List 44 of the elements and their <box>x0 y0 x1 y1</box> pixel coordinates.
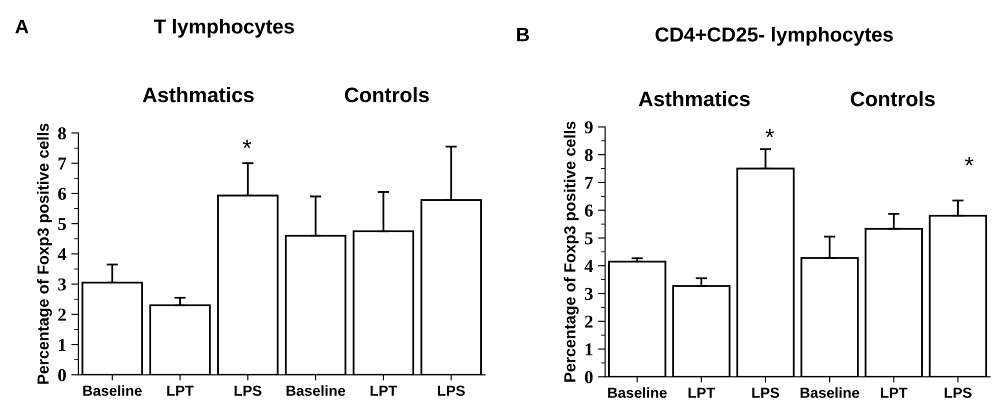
x-tick-label: Baseline <box>286 385 346 396</box>
x-tick-label: LPS <box>944 388 972 398</box>
text: B <box>517 28 529 42</box>
chart-title: T lymphocytes <box>154 18 294 38</box>
y-tick-label: 8 <box>584 148 593 162</box>
y-tick-label: 5 <box>585 232 593 244</box>
x-tick-label: LPT <box>370 386 398 396</box>
y-tick-label: 8 <box>58 127 66 140</box>
x-tick-label: LPS <box>438 386 465 396</box>
y-tick-label: 1 <box>58 338 66 351</box>
text: Controls <box>344 87 429 102</box>
text: A <box>15 20 28 34</box>
y-tick-label: 6 <box>58 188 66 200</box>
x-tick-label: Baseline <box>83 385 142 396</box>
y-tick-label: 0 <box>58 369 66 382</box>
x-tick-label: Baseline <box>608 387 667 398</box>
x-tick-label: Baseline <box>800 387 860 398</box>
x-tick-label: LPS <box>234 386 262 396</box>
x-tick-label: LPT <box>880 388 908 398</box>
y-tick-label: 3 <box>584 288 593 300</box>
chart-title: CD4+CD25- lymphocytes <box>656 26 893 46</box>
text: Asthmatics <box>142 87 254 102</box>
text: Asthmatics <box>638 91 750 106</box>
y-tick-label: 4 <box>584 260 593 272</box>
y-tick-label: 6 <box>584 204 593 217</box>
y-tick-label: 3 <box>58 278 66 291</box>
y-tick-label: 5 <box>58 218 66 230</box>
annotation: * <box>242 140 252 148</box>
y-tick-label: 7 <box>585 176 593 189</box>
y-tick-label: 2 <box>585 316 593 328</box>
y-tick-label: 7 <box>58 158 66 170</box>
annotation: * <box>964 157 974 166</box>
y-axis-title: Percentage of Foxp3 positive cells <box>564 122 579 382</box>
y-tick-label: 9 <box>584 121 593 134</box>
y-tick-label: 2 <box>58 308 66 321</box>
y-tick-label: 1 <box>586 343 592 356</box>
x-tick-label: LPT <box>688 388 715 398</box>
text: Controls <box>850 91 935 106</box>
y-tick-label: 4 <box>58 248 66 260</box>
x-tick-label: LPT <box>167 386 194 396</box>
y-tick-label: 0 <box>584 371 593 384</box>
y-axis-title: Percentage of Foxp3 positive cells <box>37 124 52 384</box>
annotation: * <box>766 128 774 138</box>
x-tick-label: LPS <box>752 388 780 398</box>
